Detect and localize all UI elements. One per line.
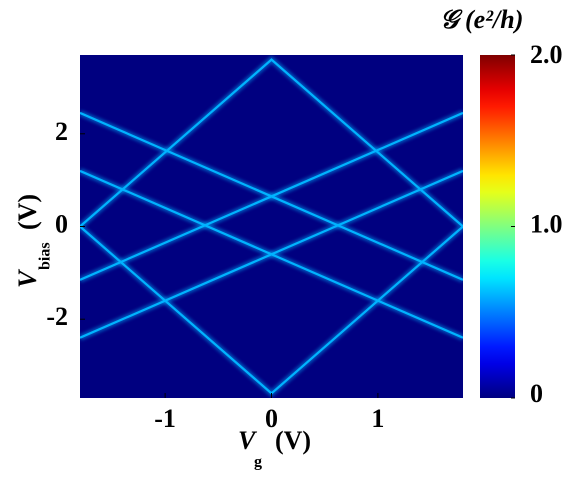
colorbar-tick-label: 2.0 [530,40,563,69]
x-axis-label: V g (V) [238,426,311,471]
x-tick-label: 1 [371,404,384,433]
x-tick-label: -1 [154,404,176,433]
colorbar [480,55,515,398]
y-label-symbol: V [13,268,42,288]
x-label-unit: (V) [275,426,311,455]
y-tick-label: 0 [55,209,68,238]
colorbar-tick-label: 1.0 [530,209,563,238]
y-label-subscript: bias [37,242,54,270]
colorbar-tick-label: 0 [530,379,543,408]
y-axis-label: V bias (V) [13,194,54,288]
x-tick-label: 0 [265,404,278,433]
x-label-symbol: V [238,426,258,455]
ridge [80,58,463,395]
ridges [80,55,463,398]
heatmap-background [80,55,463,398]
y-label-unit: (V) [13,194,42,230]
ridge [80,111,463,281]
ridge [80,169,463,339]
colorbar-label: 𝒢 (e²/h) [440,5,523,34]
y-tick-label: 2 [55,117,68,146]
y-tick-label: -2 [46,302,68,331]
x-label-subscript: g [254,454,262,471]
